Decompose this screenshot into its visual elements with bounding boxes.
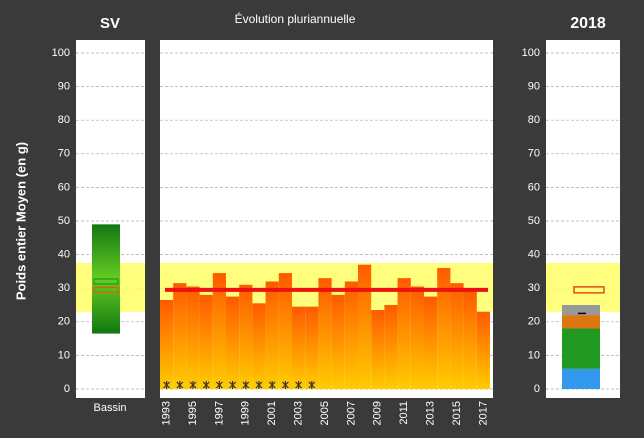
x-tick-label: 2013 [425, 401, 437, 425]
bar [292, 306, 306, 389]
stack-segment [562, 305, 600, 316]
stack-segment [562, 368, 600, 389]
bar [212, 273, 226, 389]
bar [384, 305, 398, 389]
y-tick-label: 20 [528, 316, 540, 328]
bar [331, 294, 345, 389]
y-tick-label: 40 [528, 249, 540, 261]
y-tick-label: 80 [58, 114, 70, 126]
bar [186, 286, 200, 389]
stack-segment [562, 328, 600, 369]
bar [278, 273, 292, 389]
y-tick-label: 50 [58, 215, 70, 227]
panel-title: SV [100, 15, 120, 32]
bar [173, 283, 187, 389]
bar [463, 289, 477, 389]
flag-marker [215, 381, 223, 389]
bar [410, 286, 424, 389]
x-tick-label: 1993 [161, 401, 173, 425]
flag-marker [308, 381, 316, 389]
box-marker [573, 286, 605, 294]
y-tick-label: 30 [528, 282, 540, 294]
panel-title: 2018 [570, 15, 606, 32]
x-tick-label: 2001 [266, 401, 278, 425]
flag-marker [176, 381, 184, 389]
y-tick-label: 90 [528, 81, 540, 93]
y-tick-label: 70 [528, 148, 540, 160]
bar [476, 311, 490, 389]
x-tick-label: 2003 [293, 401, 305, 425]
x-tick-label: 2011 [398, 401, 410, 425]
x-tick-label: 2005 [319, 401, 331, 425]
x-tick-label: 2017 [477, 401, 489, 425]
y-tick-label: 20 [58, 316, 70, 328]
bar [226, 296, 240, 389]
bar [397, 278, 411, 389]
y-axis-label: Poids entier Moyen (en g) [13, 142, 28, 300]
flag-marker [229, 381, 237, 389]
bar [265, 281, 279, 389]
bar [450, 283, 464, 389]
y-tick-label: 0 [64, 383, 70, 395]
flag-marker [281, 381, 289, 389]
y-tick-label: 50 [528, 215, 540, 227]
y-tick-label: 80 [528, 114, 540, 126]
flag-marker [189, 381, 197, 389]
y-tick-label: 10 [528, 349, 540, 361]
y-tick-label: 0 [534, 383, 540, 395]
x-tick-label: 1997 [213, 401, 225, 425]
stack-segment [562, 315, 600, 329]
bar [437, 268, 451, 389]
flag-marker [268, 381, 276, 389]
marker [93, 286, 119, 294]
y-tick-label: 60 [58, 181, 70, 193]
panel-title: Évolution pluriannuelle [235, 11, 356, 26]
bar [424, 296, 438, 389]
x-tick-label: Bassin [93, 402, 126, 414]
bar [371, 310, 385, 389]
flag-marker [255, 381, 263, 389]
y-tick-label: 90 [58, 81, 70, 93]
x-tick-label: 2015 [451, 401, 463, 425]
bar [318, 278, 332, 389]
bar [239, 284, 253, 389]
bar [160, 299, 174, 389]
bar [252, 303, 266, 389]
y-tick-label: 100 [52, 47, 70, 59]
flag-marker [163, 381, 171, 389]
bar [199, 294, 213, 389]
flag-marker [295, 381, 303, 389]
y-tick-label: 70 [58, 148, 70, 160]
panel [76, 40, 145, 398]
y-tick-label: 60 [528, 181, 540, 193]
x-tick-label: 1999 [240, 401, 252, 425]
x-tick-label: 2007 [345, 401, 357, 425]
bar [305, 306, 319, 389]
bar [344, 281, 358, 389]
y-tick-label: 40 [58, 249, 70, 261]
x-tick-label: 2009 [372, 401, 384, 425]
y-tick-label: 10 [58, 349, 70, 361]
flag-marker [202, 381, 210, 389]
bar [358, 264, 372, 389]
y-tick-label: 30 [58, 282, 70, 294]
y-tick-label: 100 [522, 47, 540, 59]
x-tick-label: 1995 [187, 401, 199, 425]
marker [93, 278, 119, 285]
flag-marker [242, 381, 250, 389]
